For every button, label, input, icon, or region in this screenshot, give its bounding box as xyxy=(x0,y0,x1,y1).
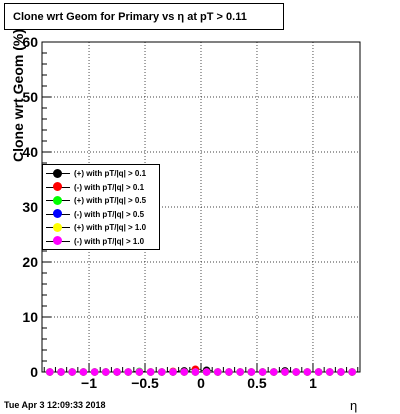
legend-marker-icon xyxy=(46,236,70,246)
y-tick-label: 30 xyxy=(22,199,38,215)
legend-entry: (+) with pT/|q| > 1.0 xyxy=(46,221,156,235)
data-point xyxy=(213,368,222,376)
y-tick-label: 0 xyxy=(30,364,38,380)
y-tick-label: 10 xyxy=(22,309,38,325)
data-point xyxy=(258,368,267,376)
legend-marker-icon xyxy=(46,182,70,192)
legend-label: (-) with pT/|q| > 0.1 xyxy=(74,182,145,192)
data-point xyxy=(247,368,256,376)
data-point xyxy=(79,368,88,376)
legend-marker-icon xyxy=(46,195,70,206)
chart-title-text: Clone wrt Geom for Primary vs η at pT > … xyxy=(13,10,247,23)
data-point xyxy=(113,368,121,376)
data-point xyxy=(68,368,77,376)
legend-label: (-) with pT/|q| > 0.5 xyxy=(74,209,145,219)
x-tick-label: 0 xyxy=(197,375,205,391)
data-point xyxy=(158,368,166,376)
y-tick-label: 20 xyxy=(22,254,38,270)
data-point xyxy=(169,368,177,376)
data-point xyxy=(180,368,189,376)
data-point xyxy=(202,368,211,376)
data-point xyxy=(269,368,278,376)
x-tick-label: 1 xyxy=(309,375,317,391)
marker-swatch xyxy=(53,195,62,205)
chart-title: Clone wrt Geom for Primary vs η at pT > … xyxy=(4,3,284,30)
legend-label: (+) with pT/|q| > 0.1 xyxy=(74,169,147,179)
data-point xyxy=(135,368,144,376)
data-point xyxy=(292,368,300,376)
x-tick-label: −0.5 xyxy=(131,375,159,391)
y-tick-label: 60 xyxy=(22,34,38,50)
legend-label: (+) with pT/|q| > 0.5 xyxy=(74,196,147,206)
data-point xyxy=(57,368,65,376)
y-tick-label: 40 xyxy=(22,144,38,160)
timestamp: Tue Apr 3 12:09:33 2018 xyxy=(4,400,106,410)
legend-label: (+) with pT/|q| > 1.0 xyxy=(74,223,147,233)
data-point xyxy=(46,368,54,376)
data-point xyxy=(281,368,289,376)
data-point xyxy=(124,368,133,376)
data-point xyxy=(337,368,345,376)
y-axis-label: Clone wrt Geom (%) xyxy=(10,28,26,162)
legend-label: (-) with pT/|q| > 1.0 xyxy=(74,236,145,246)
legend-entry: (+) with pT/|q| > 0.1 xyxy=(46,167,156,181)
data-point xyxy=(325,368,334,376)
marker-swatch xyxy=(53,222,62,232)
x-tick-label: 0.5 xyxy=(247,375,267,391)
marker-swatch xyxy=(53,168,62,178)
marker-swatch xyxy=(53,209,62,219)
legend-entry: (+) with pT/|q| > 0.5 xyxy=(46,194,156,208)
legend-marker-icon xyxy=(46,222,70,233)
y-tick-label: 50 xyxy=(22,89,38,105)
legend-entry: (-) with pT/|q| > 0.5 xyxy=(46,208,156,222)
marker-swatch xyxy=(53,236,62,246)
data-point xyxy=(348,368,356,376)
data-point xyxy=(191,368,200,376)
data-point xyxy=(102,368,110,376)
legend-marker-icon xyxy=(46,209,70,219)
legend-marker-icon xyxy=(46,168,70,179)
data-point xyxy=(146,368,155,376)
marker-swatch xyxy=(53,182,62,192)
x-axis-label: η xyxy=(350,398,358,413)
data-point xyxy=(90,368,99,376)
data-point xyxy=(303,368,312,376)
legend: (+) with pT/|q| > 0.1 (-) with pT/|q| > … xyxy=(42,164,160,250)
data-point xyxy=(314,368,323,376)
data-point xyxy=(225,368,233,376)
data-point xyxy=(236,368,244,376)
x-tick-label: −1 xyxy=(81,375,97,391)
legend-entry: (-) with pT/|q| > 0.1 xyxy=(46,181,156,195)
legend-entry: (-) with pT/|q| > 1.0 xyxy=(46,235,156,249)
